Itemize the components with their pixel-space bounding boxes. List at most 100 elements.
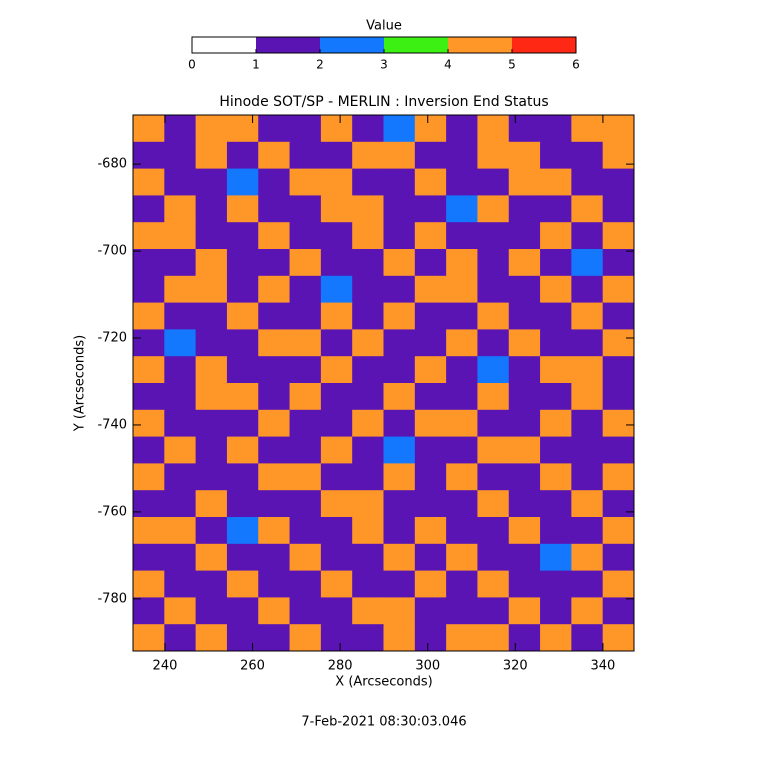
- heatmap-cell: [477, 329, 510, 357]
- heatmap-cell: [195, 436, 228, 464]
- heatmap-cell: [195, 275, 228, 304]
- heatmap-cell: [258, 302, 291, 330]
- heatmap-cell: [164, 115, 197, 143]
- heatmap-cell: [540, 356, 572, 384]
- heatmap-cell: [602, 436, 635, 464]
- heatmap-cell: [477, 517, 510, 545]
- heatmap-cell: [289, 463, 322, 491]
- colorbar-tick-label: 4: [444, 58, 452, 72]
- chart-title: Hinode SOT/SP - MERLIN : Inversion End S…: [219, 94, 548, 110]
- heatmap-cell: [226, 329, 259, 357]
- colorbar-tick-label: 6: [572, 58, 580, 72]
- heatmap-cell: [226, 195, 259, 223]
- heatmap-cell: [477, 222, 510, 250]
- heatmap-cell: [414, 302, 447, 330]
- y-axis-label: Y (Arcseconds): [73, 335, 88, 432]
- heatmap-cell: [289, 302, 322, 330]
- heatmap-cell: [195, 222, 228, 250]
- heatmap-cell: [226, 275, 259, 304]
- heatmap-cell: [133, 222, 165, 250]
- heatmap-cell: [383, 275, 416, 304]
- heatmap-cell: [383, 597, 416, 625]
- heatmap-cell: [195, 543, 228, 572]
- colorbar-segment: [384, 37, 448, 53]
- heatmap-cell: [258, 624, 291, 652]
- heatmap-cell: [352, 222, 384, 250]
- heatmap-cell: [414, 249, 447, 277]
- colorbar-tick-label: 1: [252, 58, 260, 72]
- colorbar-tick-label: 5: [508, 58, 516, 72]
- heatmap-cell: [289, 409, 322, 438]
- heatmap-cell: [446, 115, 478, 143]
- heatmap-cell: [133, 275, 165, 304]
- heatmap-cell: [446, 302, 478, 330]
- heatmap-cell: [508, 115, 541, 143]
- heatmap-cell: [508, 275, 541, 304]
- heatmap-cell: [352, 302, 384, 330]
- heatmap-cell: [508, 624, 541, 652]
- heatmap-cell: [164, 222, 197, 250]
- heatmap-cell: [602, 463, 635, 491]
- heatmap-cell: [226, 141, 259, 170]
- heatmap-cell: [133, 141, 165, 170]
- heatmap-cell: [133, 570, 165, 598]
- heatmap-cell: [508, 168, 541, 196]
- heatmap-cell: [540, 436, 572, 464]
- heatmap-cell: [320, 383, 353, 411]
- heatmap-cell: [258, 275, 291, 304]
- heatmap-cell: [383, 543, 416, 572]
- heatmap-cell: [602, 302, 635, 330]
- heatmap-cell: [289, 436, 322, 464]
- heatmap-cell: [195, 570, 228, 598]
- colorbar-segment: [448, 37, 512, 53]
- heatmap-cell: [226, 436, 259, 464]
- heatmap-cell: [164, 275, 197, 304]
- heatmap-cell: [540, 275, 572, 304]
- heatmap-cell: [164, 249, 197, 277]
- heatmap-cell: [477, 356, 510, 384]
- heatmap-cell: [320, 543, 353, 572]
- heatmap-cell: [195, 329, 228, 357]
- heatmap-cell: [602, 490, 635, 518]
- heatmap-cell: [133, 490, 165, 518]
- heatmap-cell: [446, 543, 478, 572]
- colorbar-segment: [192, 37, 256, 53]
- heatmap-cell: [571, 329, 604, 357]
- heatmap-cell: [571, 222, 604, 250]
- heatmap-cell: [446, 356, 478, 384]
- heatmap-cell: [320, 168, 353, 196]
- heatmap-cell: [508, 517, 541, 545]
- heatmap-cell: [258, 115, 291, 143]
- heatmap-cell: [477, 543, 510, 572]
- heatmap-cell: [383, 302, 416, 330]
- heatmap-cell: [414, 517, 447, 545]
- heatmap-cell: [289, 195, 322, 223]
- heatmap-cell: [383, 570, 416, 598]
- heatmap-cell: [258, 409, 291, 438]
- heatmap-cell: [571, 168, 604, 196]
- heatmap-cell: [477, 383, 510, 411]
- heatmap-cell: [289, 383, 322, 411]
- heatmap-cell: [571, 517, 604, 545]
- heatmap-cell: [540, 570, 572, 598]
- heatmap-cell: [133, 115, 165, 143]
- heatmap-cell: [508, 463, 541, 491]
- heatmap-cell: [602, 356, 635, 384]
- heatmap-cell: [352, 329, 384, 357]
- heatmap-cell: [258, 463, 291, 491]
- heatmap-cell: [133, 597, 165, 625]
- heatmap-cell: [508, 409, 541, 438]
- heatmap-cell: [320, 195, 353, 223]
- heatmap-cell: [226, 249, 259, 277]
- heatmap-cell: [571, 436, 604, 464]
- heatmap-cell: [164, 195, 197, 223]
- heatmap-cell: [352, 275, 384, 304]
- heatmap-cell: [540, 409, 572, 438]
- heatmap-cell: [352, 463, 384, 491]
- heatmap-cell: [602, 195, 635, 223]
- y-tick-label: -720: [97, 331, 127, 346]
- colorbar-tick-label: 3: [380, 58, 388, 72]
- heatmap-cell: [352, 383, 384, 411]
- heatmap-cell: [477, 115, 510, 143]
